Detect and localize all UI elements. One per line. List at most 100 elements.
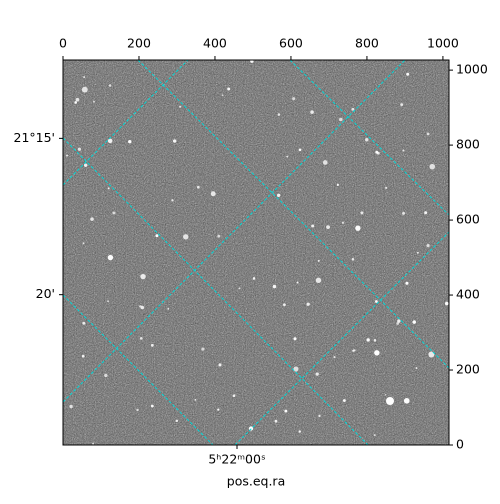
star <box>444 301 449 306</box>
star <box>400 103 404 107</box>
x-tick-label: 200 <box>127 36 151 51</box>
star <box>386 397 394 405</box>
star <box>150 404 154 408</box>
star <box>284 409 288 413</box>
star <box>77 147 82 151</box>
star <box>311 224 315 228</box>
grid-line <box>137 60 449 369</box>
star <box>221 94 224 96</box>
star <box>227 87 231 91</box>
star <box>296 281 299 284</box>
y-tick-label: 1000 <box>456 62 488 77</box>
star <box>74 101 77 104</box>
star <box>429 163 436 170</box>
y-tick-label: 600 <box>456 212 480 227</box>
star <box>75 97 80 102</box>
star <box>428 351 435 358</box>
star <box>81 86 88 93</box>
x-tick-label: 1000 <box>427 36 459 51</box>
star <box>277 193 281 197</box>
y-tick-label: 200 <box>456 362 480 377</box>
grid-line <box>63 60 189 186</box>
world-grid <box>63 60 449 445</box>
star <box>315 277 322 283</box>
star <box>83 76 86 79</box>
star <box>194 398 197 401</box>
star <box>326 225 330 229</box>
star <box>293 366 299 372</box>
star <box>374 350 380 356</box>
star <box>140 305 145 310</box>
image-noise <box>63 60 449 445</box>
star <box>107 254 114 261</box>
star <box>107 138 113 144</box>
star <box>424 211 428 215</box>
star <box>107 300 110 303</box>
star <box>65 154 69 157</box>
star <box>104 373 108 378</box>
star <box>353 349 356 352</box>
star <box>310 110 314 114</box>
star <box>82 242 85 245</box>
star <box>351 257 355 261</box>
star <box>175 419 179 423</box>
star <box>81 354 85 358</box>
grid-line <box>63 60 406 403</box>
x-axis-label: pos.eq.ra <box>227 474 285 489</box>
star <box>333 356 336 359</box>
star <box>217 408 220 411</box>
star <box>293 337 297 341</box>
star <box>107 187 110 190</box>
star <box>283 303 286 307</box>
star <box>426 132 430 136</box>
star <box>412 320 416 324</box>
star <box>355 225 361 231</box>
star <box>351 107 355 111</box>
frame <box>62 59 450 446</box>
x-tick-label: 0 <box>59 36 67 51</box>
star <box>272 284 277 289</box>
grid-line <box>63 294 214 445</box>
star <box>112 211 116 215</box>
star <box>298 148 302 152</box>
x-tick-label: 800 <box>355 36 379 51</box>
star <box>252 277 256 280</box>
star <box>373 339 377 342</box>
star <box>402 149 405 152</box>
star <box>139 336 143 340</box>
grid-line <box>289 60 449 216</box>
star <box>238 287 241 290</box>
star <box>366 338 370 342</box>
grid-line <box>63 137 369 445</box>
star <box>136 408 139 412</box>
star <box>397 319 401 323</box>
stars <box>65 60 449 445</box>
star <box>339 117 343 122</box>
star <box>373 434 376 437</box>
star <box>405 281 409 285</box>
star <box>167 308 170 310</box>
star <box>172 139 177 143</box>
star <box>201 347 205 351</box>
star <box>317 259 320 262</box>
star <box>365 137 369 142</box>
star <box>108 84 112 87</box>
star <box>183 234 189 240</box>
star <box>286 155 289 158</box>
star <box>150 343 154 347</box>
star <box>336 183 339 186</box>
y-tick-label: 800 <box>456 137 480 152</box>
star <box>375 150 379 154</box>
star <box>318 414 321 418</box>
star <box>292 97 296 101</box>
y-tick-label: 400 <box>456 287 480 302</box>
star <box>69 404 73 409</box>
x-tick-label: 600 <box>279 36 303 51</box>
y-tick-label: 0 <box>456 437 464 452</box>
star <box>402 211 406 215</box>
star <box>415 367 418 369</box>
star <box>196 185 200 189</box>
star <box>171 199 174 202</box>
